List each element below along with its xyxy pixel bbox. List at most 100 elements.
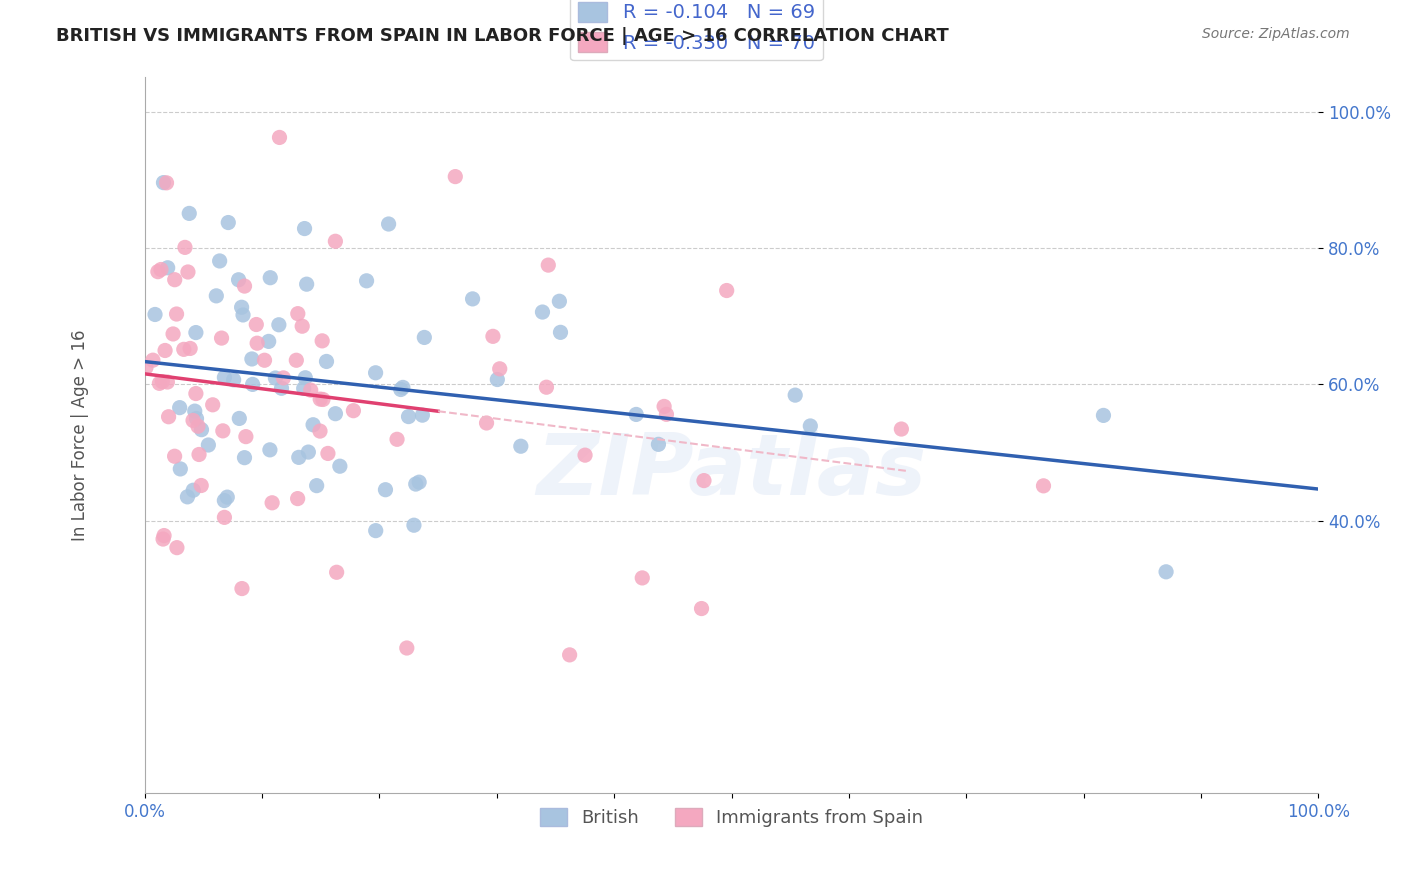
Point	[142, 353, 165, 368]
Point	[186, 411, 208, 425]
Point	[655, 407, 678, 421]
Point	[325, 407, 347, 421]
Point	[461, 292, 484, 306]
Point	[294, 371, 316, 385]
Point	[156, 260, 179, 275]
Point	[269, 130, 291, 145]
Point	[1032, 479, 1054, 493]
Point	[228, 411, 250, 425]
Point	[177, 265, 200, 279]
Point	[267, 318, 290, 332]
Point	[205, 289, 228, 303]
Point	[392, 380, 415, 394]
Point	[181, 413, 204, 427]
Point	[716, 284, 738, 298]
Point	[408, 475, 430, 490]
Point	[273, 371, 295, 385]
Point	[143, 308, 166, 322]
Point	[395, 640, 418, 655]
Point	[364, 366, 387, 380]
Point	[329, 459, 352, 474]
Point	[253, 353, 276, 368]
Point	[231, 582, 253, 596]
Point	[163, 273, 186, 287]
Point	[537, 258, 560, 272]
Point	[294, 221, 316, 235]
Point	[631, 571, 654, 585]
Point	[624, 408, 647, 422]
Point	[377, 217, 399, 231]
Point	[402, 518, 425, 533]
Point	[208, 254, 231, 268]
Point	[245, 318, 267, 332]
Point	[197, 438, 219, 452]
Point	[531, 305, 554, 319]
Point	[1154, 565, 1177, 579]
Point	[297, 445, 319, 459]
Point	[152, 176, 174, 190]
Point	[162, 326, 184, 341]
Y-axis label: In Labor Force | Age > 16: In Labor Force | Age > 16	[72, 330, 89, 541]
Point	[190, 423, 212, 437]
Point	[188, 448, 211, 462]
Point	[652, 400, 675, 414]
Point	[235, 430, 257, 444]
Point	[246, 336, 269, 351]
Point	[222, 373, 245, 387]
Point	[482, 329, 505, 343]
Point	[356, 274, 378, 288]
Point	[156, 375, 179, 389]
Point	[342, 403, 364, 417]
Point	[444, 169, 467, 184]
Point	[270, 381, 292, 395]
Point	[1092, 409, 1115, 423]
Point	[228, 273, 250, 287]
Point	[146, 265, 169, 279]
Point	[264, 371, 287, 385]
Point	[799, 419, 821, 434]
Point	[148, 376, 170, 391]
Point	[315, 354, 337, 368]
Point	[169, 401, 191, 415]
Point	[217, 490, 239, 504]
Point	[155, 176, 177, 190]
Point	[574, 448, 596, 462]
Point	[181, 483, 204, 498]
Point	[259, 270, 281, 285]
Point	[385, 433, 408, 447]
Point	[302, 417, 325, 432]
Point	[305, 478, 328, 492]
Point	[558, 648, 581, 662]
Point	[287, 450, 309, 465]
Point	[374, 483, 396, 497]
Point	[316, 446, 339, 460]
Point	[550, 326, 572, 340]
Point	[389, 383, 412, 397]
Point	[413, 330, 436, 344]
Point	[309, 392, 332, 406]
Point	[166, 307, 188, 321]
Point	[214, 370, 236, 384]
Point	[157, 409, 180, 424]
Point	[166, 541, 188, 555]
Point	[311, 334, 333, 348]
Point	[785, 388, 807, 402]
Point	[509, 439, 531, 453]
Point	[184, 404, 207, 418]
Point	[405, 477, 427, 491]
Point	[292, 381, 315, 395]
Point	[211, 424, 233, 438]
Point	[187, 419, 209, 434]
Point	[287, 307, 309, 321]
Point	[169, 462, 191, 476]
Point	[548, 294, 571, 309]
Point	[411, 408, 433, 422]
Point	[257, 334, 280, 349]
Legend: British, Immigrants from Spain: British, Immigrants from Spain	[533, 801, 931, 834]
Point	[233, 450, 256, 465]
Point	[647, 437, 669, 451]
Point	[190, 478, 212, 492]
Point	[890, 422, 912, 436]
Point	[690, 601, 713, 615]
Point	[217, 215, 239, 229]
